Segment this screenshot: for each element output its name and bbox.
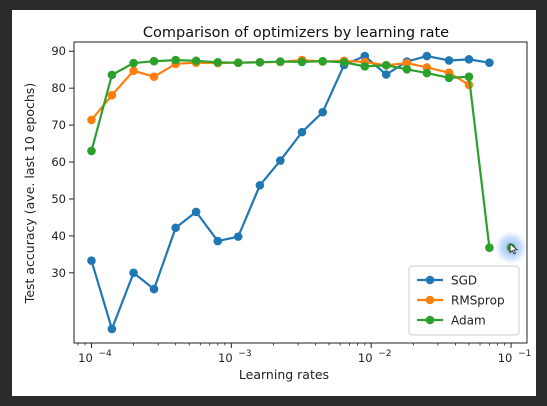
legend-item-sgd: SGD [417, 274, 477, 288]
chart-title: Comparison of optimizers by learning rat… [143, 25, 449, 41]
data-point [402, 65, 412, 74]
data-point [339, 58, 349, 67]
data-point [444, 56, 454, 65]
data-point [464, 55, 474, 64]
data-point [87, 146, 96, 156]
legend-swatch-marker [425, 275, 435, 285]
legend-label: RMSprop [451, 294, 505, 308]
x-tick-exponent: −2 [378, 349, 391, 359]
legend-box [408, 265, 520, 336]
legend: SGD RMSprop Adam [408, 265, 520, 336]
data-point [255, 58, 265, 67]
data-point [381, 70, 391, 79]
data-point [464, 72, 474, 82]
x-tick-label: 10 [218, 351, 233, 365]
series-adam [87, 55, 494, 253]
line-chart: Comparison of optimizers by learning rat… [22, 25, 531, 382]
x-tick-label: 10 [358, 351, 373, 365]
legend-swatch-marker [425, 315, 435, 325]
x-axis: 10 −4 10 −3 10 −2 10 −1 [77, 343, 531, 365]
x-tick-label: 10 [498, 351, 513, 365]
y-tick-label: 40 [51, 229, 66, 243]
plot-area [87, 51, 529, 334]
data-point [87, 115, 96, 125]
y-tick-label: 70 [51, 118, 66, 132]
y-tick-label: 50 [51, 192, 66, 206]
plot-frame [73, 41, 528, 344]
series-line [90, 58, 470, 121]
data-point [191, 56, 201, 66]
data-point [149, 72, 159, 82]
data-point [233, 58, 243, 67]
y-tick-label: 90 [51, 44, 66, 58]
data-point [149, 56, 159, 66]
data-point [444, 73, 454, 83]
x-axis-label: Learning rates [239, 367, 329, 382]
y-tick-label: 80 [51, 81, 66, 95]
data-point [129, 66, 138, 76]
y-axis: 30 40 50 60 70 80 90 [51, 44, 74, 280]
data-point [360, 51, 370, 61]
series-rmsprop [87, 55, 474, 125]
legend-label: SGD [451, 274, 477, 288]
series-line [90, 58, 491, 248]
data-point [107, 90, 117, 100]
legend-swatch-marker [425, 295, 435, 305]
cursor-icon [509, 242, 519, 255]
y-axis-label: Test accuracy (ave. last 10 epochs) [22, 83, 37, 304]
data-point [213, 236, 223, 246]
data-point [213, 58, 223, 67]
chart-figure: Comparison of optimizers by learning rat… [12, 10, 536, 396]
data-point [107, 70, 117, 80]
data-point [297, 127, 307, 137]
data-point [171, 55, 180, 65]
data-point [297, 57, 307, 67]
x-tick-exponent: −1 [518, 349, 531, 359]
data-point [276, 156, 285, 165]
data-point [276, 57, 285, 66]
legend-item-rmsprop: RMSprop [417, 294, 505, 308]
data-point [149, 284, 159, 294]
data-point [107, 324, 117, 334]
data-point [485, 243, 494, 253]
data-point [87, 256, 96, 265]
legend-label: Adam [451, 314, 486, 328]
data-point [360, 62, 370, 71]
data-point [422, 51, 432, 61]
data-point [381, 60, 391, 70]
y-tick-label: 30 [51, 266, 66, 280]
data-point [191, 207, 201, 217]
legend-item-adam: Adam [417, 314, 486, 328]
data-point [422, 68, 432, 78]
data-point [129, 268, 138, 278]
data-point [233, 232, 243, 241]
data-point [318, 107, 327, 117]
data-point [318, 56, 327, 66]
y-tick-label: 60 [51, 155, 66, 169]
x-tick-exponent: −3 [238, 349, 251, 359]
data-point [129, 58, 138, 68]
data-point [171, 223, 180, 233]
data-point [402, 58, 412, 68]
data-point [255, 180, 265, 190]
data-point [485, 58, 494, 67]
x-tick-label: 10 [78, 351, 93, 365]
x-tick-exponent: −4 [98, 349, 112, 359]
